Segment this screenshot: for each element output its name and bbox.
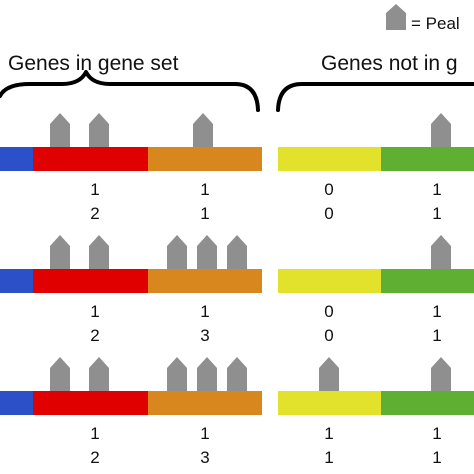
gene-segment-yellow bbox=[278, 147, 381, 171]
gene-segment-blue bbox=[0, 269, 33, 293]
brace-in-set bbox=[0, 70, 260, 112]
gene-segment-green bbox=[381, 269, 474, 293]
gene-row: 1 1 0 1 2 1 0 1 bbox=[0, 113, 474, 223]
peak-icon bbox=[197, 357, 217, 391]
count-value: 0 bbox=[324, 326, 333, 345]
count-value: 1 bbox=[432, 424, 441, 443]
gene-segment-yellow bbox=[278, 391, 381, 415]
count-value: 0 bbox=[324, 204, 333, 223]
count-value: 1 bbox=[90, 180, 99, 199]
gene-segment-red bbox=[33, 269, 148, 293]
peak-icon bbox=[431, 357, 451, 391]
gene-segment-orange bbox=[148, 269, 262, 293]
count-value: 1 bbox=[200, 424, 209, 443]
peak-icon bbox=[431, 113, 451, 147]
gene-segment-orange bbox=[148, 147, 262, 171]
peak-icon bbox=[193, 113, 213, 147]
count-value: 1 bbox=[432, 204, 441, 223]
rows: 1 1 0 1 2 1 0 1 1 1 0 1 2 3 0 1 1 1 1 1 2 3 1 1 bbox=[0, 113, 474, 467]
peak-icon bbox=[431, 235, 451, 269]
group-label-not-in-set: Genes not in g bbox=[321, 52, 458, 75]
count-value: 1 bbox=[432, 448, 441, 467]
group-label-in-set: Genes in gene set bbox=[8, 52, 179, 75]
gene-row: 1 1 0 1 2 3 0 1 bbox=[0, 235, 474, 345]
gene-segment-green bbox=[381, 391, 474, 415]
peak-icon bbox=[319, 357, 339, 391]
count-value: 1 bbox=[200, 302, 209, 321]
peak-icon bbox=[167, 235, 187, 269]
gene-segment-red bbox=[33, 391, 148, 415]
peak-icon bbox=[386, 4, 406, 30]
count-value: 1 bbox=[200, 180, 209, 199]
peak-icon bbox=[50, 357, 70, 391]
brace-not-in-set bbox=[276, 82, 474, 112]
count-value: 1 bbox=[90, 424, 99, 443]
peak-icon bbox=[227, 357, 247, 391]
gene-segment-yellow bbox=[278, 269, 381, 293]
peak-icon bbox=[167, 357, 187, 391]
peak-icon bbox=[89, 357, 109, 391]
count-value: 1 bbox=[432, 326, 441, 345]
count-value: 1 bbox=[90, 302, 99, 321]
count-value: 3 bbox=[200, 448, 209, 467]
count-value: 2 bbox=[90, 204, 99, 223]
gene-segment-blue bbox=[0, 147, 33, 171]
gene-segment-orange bbox=[148, 391, 262, 415]
gene-segment-green bbox=[381, 147, 474, 171]
gene-segment-red bbox=[33, 147, 148, 171]
peak-icon bbox=[227, 235, 247, 269]
gene-segment-blue bbox=[0, 391, 33, 415]
count-value: 1 bbox=[324, 424, 333, 443]
peak-icon bbox=[89, 113, 109, 147]
count-value: 0 bbox=[324, 302, 333, 321]
count-value: 1 bbox=[324, 448, 333, 467]
legend: = Peal bbox=[386, 4, 460, 33]
count-value: 2 bbox=[90, 326, 99, 345]
count-value: 0 bbox=[324, 180, 333, 199]
count-value: 1 bbox=[200, 204, 209, 223]
count-value: 1 bbox=[432, 302, 441, 321]
count-value: 3 bbox=[200, 326, 209, 345]
peak-icon bbox=[50, 235, 70, 269]
legend-label: = Peal bbox=[411, 14, 460, 33]
count-value: 2 bbox=[90, 448, 99, 467]
peak-icon bbox=[50, 113, 70, 147]
peak-icon bbox=[197, 235, 217, 269]
peak-icon bbox=[89, 235, 109, 269]
gene-row: 1 1 1 1 2 3 1 1 bbox=[0, 357, 474, 467]
count-value: 1 bbox=[432, 180, 441, 199]
